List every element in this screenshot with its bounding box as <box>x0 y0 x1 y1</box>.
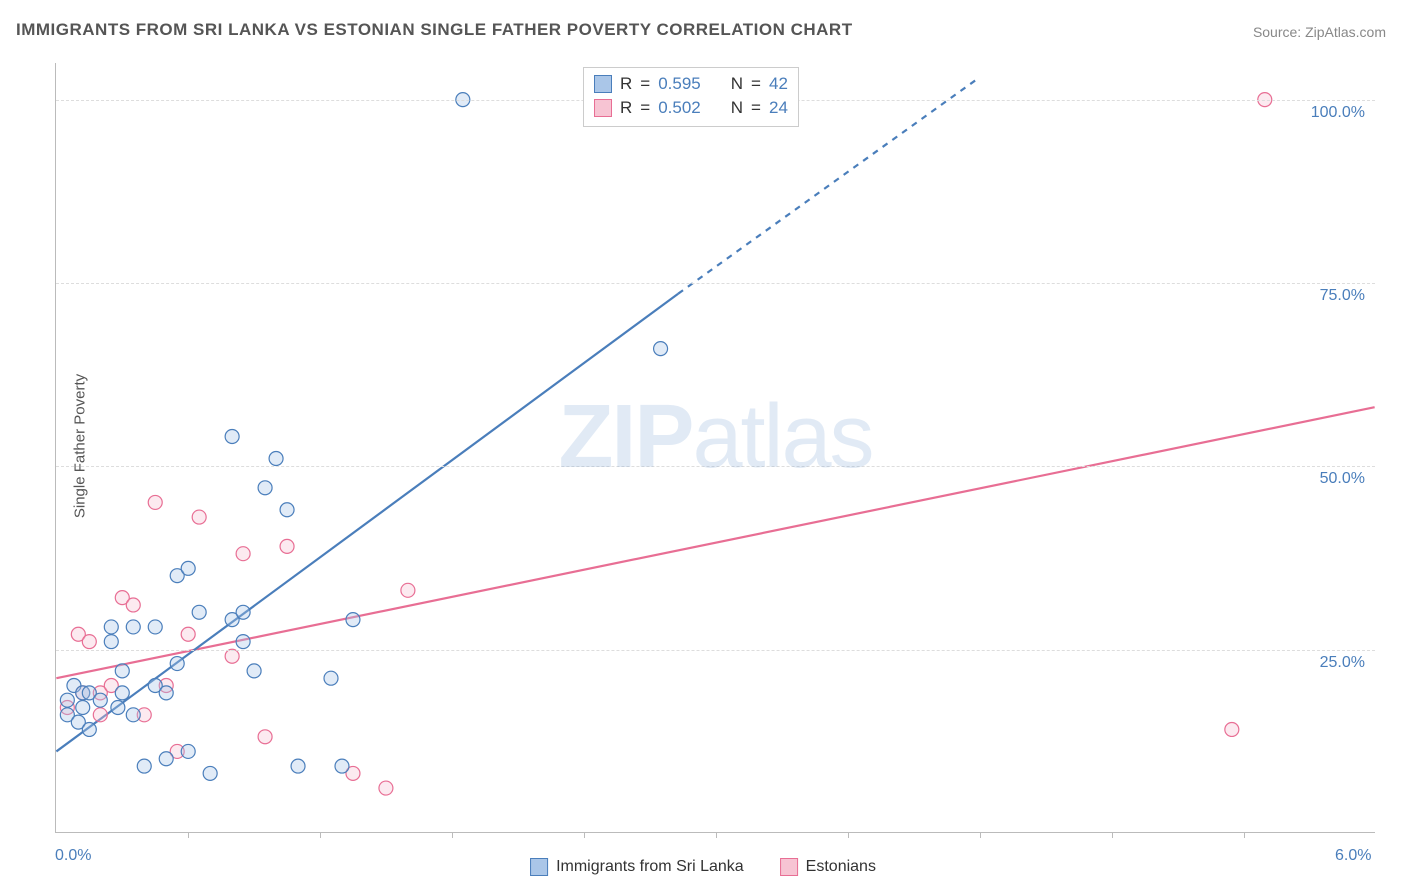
data-point <box>93 708 107 722</box>
x-tick <box>452 832 453 838</box>
y-tick-label: 75.0% <box>1285 287 1365 305</box>
y-tick-label: 25.0% <box>1285 654 1365 672</box>
eq-sign: = <box>640 96 650 120</box>
swatch-icon <box>780 858 798 876</box>
data-point <box>280 503 294 517</box>
eq-sign: = <box>751 72 761 96</box>
data-point <box>258 481 272 495</box>
legend-item-sri-lanka: Immigrants from Sri Lanka <box>530 858 744 876</box>
data-point <box>401 583 415 597</box>
data-point <box>346 613 360 627</box>
data-point <box>258 730 272 744</box>
x-tick <box>980 832 981 838</box>
data-point <box>236 605 250 619</box>
x-tick-label: 0.0% <box>55 847 91 865</box>
x-tick-label: 6.0% <box>1335 847 1371 865</box>
n-label: N <box>731 96 743 120</box>
data-point <box>82 635 96 649</box>
source-value: ZipAtlas.com <box>1305 24 1386 40</box>
data-point <box>126 620 140 634</box>
legend-label: Immigrants from Sri Lanka <box>556 858 744 876</box>
x-tick <box>1112 832 1113 838</box>
chart-container: IMMIGRANTS FROM SRI LANKA VS ESTONIAN SI… <box>0 0 1406 892</box>
data-point <box>148 620 162 634</box>
eq-sign: = <box>751 96 761 120</box>
data-point <box>324 671 338 685</box>
source-attribution: Source: ZipAtlas.com <box>1253 24 1386 40</box>
y-tick-label: 50.0% <box>1285 470 1365 488</box>
gridline <box>56 466 1375 467</box>
chart-svg <box>56 63 1375 832</box>
trend-line <box>56 407 1374 678</box>
swatch-icon <box>594 75 612 93</box>
legend-row: R = 0.502 N = 24 <box>594 96 788 120</box>
x-tick <box>320 832 321 838</box>
data-point <box>181 561 195 575</box>
data-point <box>225 430 239 444</box>
y-tick-label: 100.0% <box>1285 104 1365 122</box>
x-tick <box>188 832 189 838</box>
data-point <box>115 686 129 700</box>
legend-bottom: Immigrants from Sri Lanka Estonians <box>530 858 876 876</box>
data-point <box>236 635 250 649</box>
data-point <box>203 766 217 780</box>
data-point <box>76 701 90 715</box>
gridline <box>56 650 1375 651</box>
data-point <box>192 510 206 524</box>
data-point <box>181 627 195 641</box>
eq-sign: = <box>640 72 650 96</box>
swatch-icon <box>530 858 548 876</box>
x-tick <box>716 832 717 838</box>
n-value: 42 <box>769 72 788 96</box>
data-point <box>269 451 283 465</box>
data-point <box>115 664 129 678</box>
data-point <box>280 539 294 553</box>
data-point <box>93 693 107 707</box>
source-label: Source: <box>1253 24 1305 40</box>
plot-area: ZIPatlas 25.0%50.0%75.0%100.0% <box>55 63 1375 833</box>
r-value: 0.595 <box>658 72 701 96</box>
r-value: 0.502 <box>658 96 701 120</box>
data-point <box>291 759 305 773</box>
data-point <box>236 547 250 561</box>
legend-item-estonians: Estonians <box>780 858 876 876</box>
swatch-icon <box>594 99 612 117</box>
x-tick <box>848 832 849 838</box>
r-label: R <box>620 96 632 120</box>
data-point <box>111 701 125 715</box>
legend-label: Estonians <box>806 858 876 876</box>
chart-title: IMMIGRANTS FROM SRI LANKA VS ESTONIAN SI… <box>16 20 853 40</box>
x-tick <box>584 832 585 838</box>
data-point <box>170 657 184 671</box>
x-tick <box>1244 832 1245 838</box>
data-point <box>1225 722 1239 736</box>
n-value: 24 <box>769 96 788 120</box>
data-point <box>148 495 162 509</box>
data-point <box>335 759 349 773</box>
legend-correlation-box: R = 0.595 N = 42 R = 0.502 N = 24 <box>583 67 799 127</box>
gridline <box>56 283 1375 284</box>
data-point <box>159 752 173 766</box>
data-point <box>192 605 206 619</box>
data-point <box>104 635 118 649</box>
legend-row: R = 0.595 N = 42 <box>594 72 788 96</box>
data-point <box>126 598 140 612</box>
data-point <box>82 722 96 736</box>
data-point <box>159 686 173 700</box>
data-point <box>654 342 668 356</box>
data-point <box>104 620 118 634</box>
r-label: R <box>620 72 632 96</box>
data-point <box>137 759 151 773</box>
n-label: N <box>731 72 743 96</box>
data-point <box>247 664 261 678</box>
data-point <box>181 744 195 758</box>
data-point <box>225 649 239 663</box>
data-point <box>126 708 140 722</box>
data-point <box>60 693 74 707</box>
data-point <box>379 781 393 795</box>
